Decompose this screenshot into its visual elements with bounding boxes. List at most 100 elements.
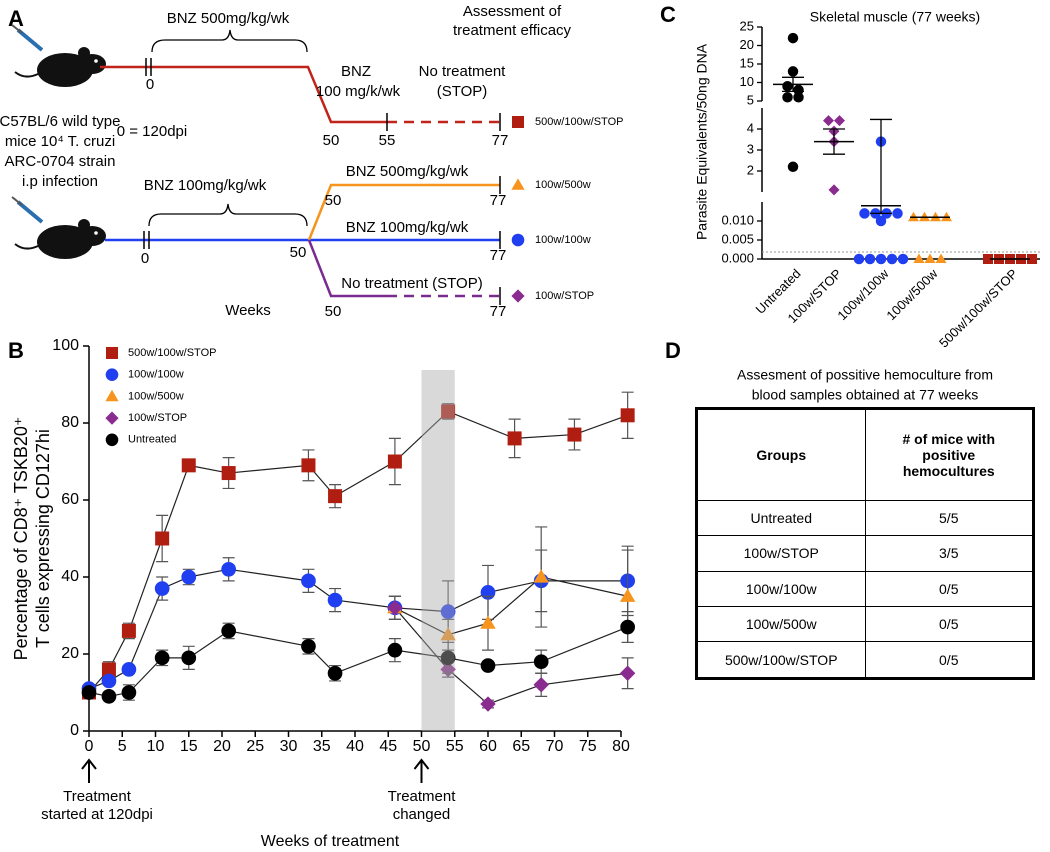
sem-bar [823,128,845,155]
data-point [1027,254,1037,264]
data-point [387,600,403,616]
week-label: 77 [492,132,509,149]
x-tick-label: 40 [346,738,364,755]
x-tick-label: 60 [479,738,497,755]
x-tick-label: 45 [379,738,397,755]
table-cell: 5/5 [864,499,1034,537]
y-tick-label: 4 [747,120,754,135]
mouse-info: ARC-0704 strain [5,153,116,170]
mouse-icon [11,24,106,87]
data-point [181,458,196,473]
table-cell: 3/5 [864,535,1034,572]
data-point [480,696,496,712]
y-tick-label: 10 [740,74,754,89]
x-tick-label: 55 [446,738,464,755]
data-point [121,662,137,677]
data-point [875,253,887,265]
x-tick-label: 0 [85,738,94,755]
legend-marker [105,389,119,402]
x-tick-label: 35 [313,738,331,755]
legend-marker [511,233,525,247]
y-tick-label: 2 [747,162,754,177]
branch-label: BNZ 500mg/kg/wk [346,163,469,180]
data-point [301,638,316,654]
y-tick-label: 0.005 [721,231,754,246]
data-point [221,623,236,639]
regimen-label: 100 mg/k/wk [316,83,401,100]
highlight-band [421,370,455,731]
data-point [875,215,887,227]
legend-marker [512,116,524,128]
data-point [181,569,197,585]
data-point [533,654,549,670]
table-row: 100w/500w 0/5 [696,605,1034,643]
assessment-label: Assessment of [463,3,562,20]
data-point [619,665,636,681]
group-label: 100w/500w [535,179,591,191]
table-title: blood samples obtained at 77 weeks [752,387,978,403]
x-tick-label: 500w/100w/STOP [936,266,1021,351]
week-label: 55 [379,132,396,149]
data-point [886,253,898,265]
data-point [983,254,993,264]
x-tick-label: 65 [512,738,530,755]
regimen-label: BNZ [341,63,371,80]
data-point [793,84,804,96]
data-point [121,685,137,700]
y-tick-label: 5 [747,92,754,107]
week-label: 77 [490,192,507,209]
series-line [88,568,628,690]
data-point [859,208,870,219]
data-point [387,454,402,469]
legend-label: 500w/100w/STOP [128,347,216,359]
y-tick-label: 0 [70,722,79,739]
data-point [81,685,97,700]
data-point [221,561,236,577]
header-cell: Groups [696,408,866,501]
annotation-text: changed [393,806,451,823]
table-cell: 100w/100w [696,570,866,607]
zero-note: 0 = 120dpi [117,123,187,140]
data-point [480,658,496,673]
table-cell: 0/5 [864,605,1034,643]
y-tick-label: 60 [61,491,79,508]
x-tick-label: 10 [147,738,165,755]
data-point [864,253,876,265]
data-point [619,588,636,602]
data-point [480,615,496,629]
data-point [327,665,343,681]
table-row: 500w/100w/STOP 0/5 [696,641,1034,679]
y-tick-label: 20 [61,645,79,662]
table-cell: 100w/500w [696,605,866,643]
table-cell: 100w/STOP [696,535,866,572]
panel-label: B [8,338,24,363]
data-point [301,573,316,589]
legend-marker [105,433,119,447]
data-point [924,253,936,263]
group-label: 100w/100w [535,234,591,246]
annotation-arrow [81,758,97,783]
legend-marker [511,289,525,303]
week-label: 77 [490,303,507,320]
x-tick-label: 70 [546,738,564,755]
assessment-label: treatment efficacy [453,22,572,39]
mouse-icon [11,196,106,259]
data-point [782,80,793,92]
y-tick-label: 0.010 [721,212,754,227]
data-point [101,662,116,677]
data-point [787,32,799,44]
data-point [328,489,343,504]
data-point [935,253,947,263]
x-tick-label: 20 [213,738,231,755]
x-tick-label: 50 [413,738,431,755]
y-tick-label: 80 [61,414,79,431]
table-row: Untreated 5/5 [696,499,1034,537]
table-row: 100w/100w 0/5 [696,570,1034,607]
legend-label: 100w/STOP [128,412,187,424]
week-label: 50 [325,303,342,320]
x-tick-label: 75 [579,738,597,755]
timeline-top [100,29,501,131]
annotation-arrow [413,758,430,783]
data-point [787,161,799,173]
data-point [782,92,793,103]
